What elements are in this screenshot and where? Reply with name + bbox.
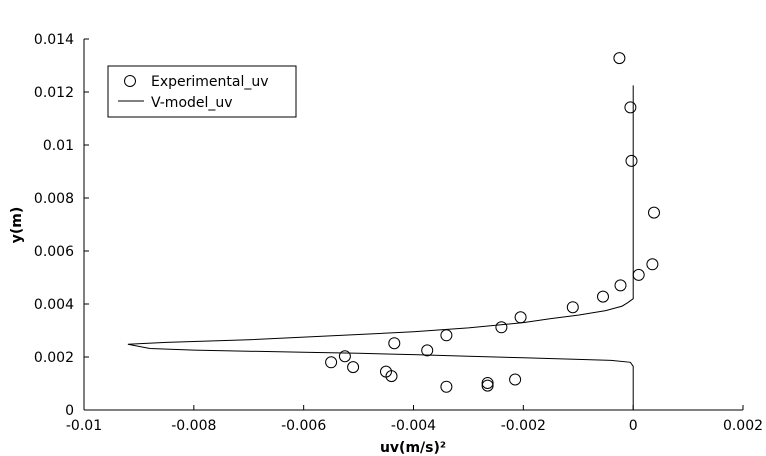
legend-label-vmodel: V-model_uv <box>151 95 233 111</box>
x-tick-label: -0.004 <box>391 418 436 434</box>
experimental-point <box>624 101 637 114</box>
experimental-point <box>481 377 494 389</box>
experimental-point <box>338 350 351 363</box>
x-tick-label: -0.002 <box>501 418 546 434</box>
y-tick-label: 0.008 <box>34 191 74 207</box>
experimental-point <box>566 301 579 314</box>
experimental-point <box>440 380 453 393</box>
y-tick-label: 0 <box>65 403 74 419</box>
experimental-point <box>440 329 453 342</box>
legend: Experimental_uv V-model_uv <box>107 65 297 118</box>
x-tick-label: 0.002 <box>723 418 763 434</box>
experimental-markers-series <box>325 52 660 393</box>
y-tick-label: 0.004 <box>34 297 74 313</box>
experimental-point <box>421 344 434 357</box>
experimental-point <box>648 206 660 219</box>
experimental-point <box>625 154 638 167</box>
experimental-point <box>514 311 527 324</box>
experimental-point <box>388 337 401 350</box>
experimental-point <box>347 361 360 374</box>
legend-marker-circle <box>124 75 136 87</box>
experimental-point <box>597 290 609 303</box>
x-tick-label: -0.006 <box>281 418 326 434</box>
y-axis-ticks: 0 0.002 0.004 0.006 0.008 0.01 0.012 0.014 <box>34 32 89 419</box>
experimental-point <box>325 356 338 369</box>
y-tick-label: 0.01 <box>43 138 74 154</box>
experimental-point <box>481 379 494 392</box>
x-tick-label: -0.01 <box>66 418 102 434</box>
experimental-point <box>380 365 392 378</box>
experimental-point <box>613 52 626 65</box>
v-model-line-series <box>127 85 634 410</box>
legend-label-experimental: Experimental_uv <box>151 74 269 90</box>
y-axis-title: y(m) <box>9 207 25 244</box>
experimental-point <box>509 373 522 386</box>
experimental-point <box>495 321 508 334</box>
x-tick-label: 0 <box>629 418 638 434</box>
experimental-point <box>632 268 645 281</box>
y-tick-label: 0.014 <box>34 32 74 48</box>
x-axis-title: uv(m/s)² <box>380 440 446 456</box>
legend-box <box>107 65 297 118</box>
y-tick-label: 0.012 <box>34 85 74 101</box>
y-tick-label: 0.002 <box>34 350 74 366</box>
experimental-point <box>646 258 659 271</box>
v-model-line <box>127 85 634 410</box>
y-tick-label: 0.006 <box>34 244 74 260</box>
experimental-point <box>614 279 627 292</box>
x-tick-label: -0.008 <box>171 418 216 434</box>
x-axis-ticks: -0.01 -0.008 -0.006 -0.004 -0.002 0 0.002 <box>66 405 763 434</box>
